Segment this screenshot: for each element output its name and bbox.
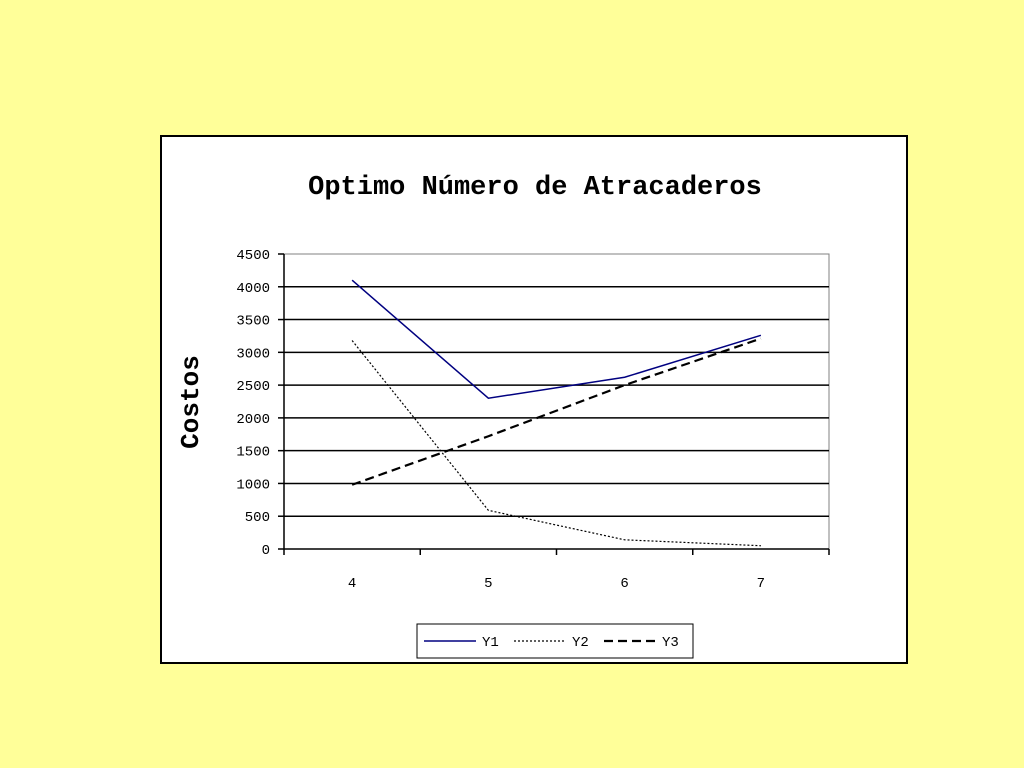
plot-area xyxy=(283,253,830,550)
y-tick-label: 3500 xyxy=(236,314,270,330)
x-tick-label: 7 xyxy=(757,576,765,592)
x-tick-label: 6 xyxy=(620,576,628,592)
legend-label-y3: Y3 xyxy=(662,635,679,651)
series-lines xyxy=(351,279,762,547)
series-line-y2 xyxy=(351,340,761,547)
x-tick-labels: 4 5 6 7 xyxy=(348,576,765,592)
y-tick-label: 2500 xyxy=(236,379,270,395)
y-tick-labels: 0 500 1000 1500 2000 2500 3000 3500 4000 4500 xyxy=(236,248,270,559)
x-tick-label: 5 xyxy=(484,576,492,592)
y-tick-label: 4500 xyxy=(236,248,270,264)
legend-label-y1: Y1 xyxy=(482,635,499,651)
legend-label-y2: Y2 xyxy=(572,635,589,651)
y-tick-label: 500 xyxy=(245,510,270,526)
y-tick-label: 1500 xyxy=(236,445,270,461)
legend-items: Y1 Y2 Y3 xyxy=(424,635,679,651)
axes xyxy=(278,253,830,555)
y-tick-label: 0 xyxy=(262,543,270,559)
y-axis-label: Costos xyxy=(176,355,206,449)
series-line-y3 xyxy=(351,337,762,486)
chart-title: Optimo Número de Atracaderos xyxy=(308,173,762,203)
gridlines xyxy=(284,286,829,517)
y-tick-label: 4000 xyxy=(236,281,270,297)
y-tick-label: 1000 xyxy=(236,477,270,493)
y-tick-label: 2000 xyxy=(236,412,270,428)
series-line-y1 xyxy=(351,279,762,400)
y-tick-label: 3000 xyxy=(236,346,270,362)
x-tick-label: 4 xyxy=(348,576,356,592)
legend: Y1 Y2 Y3 xyxy=(416,623,694,659)
